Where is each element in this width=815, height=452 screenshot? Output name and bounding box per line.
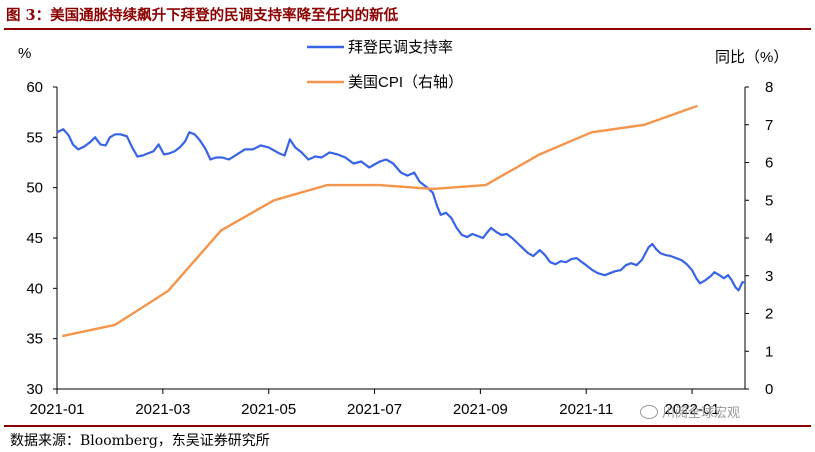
y-right-axis-label: 同比（%） bbox=[715, 49, 788, 66]
y-left-tick-label: 35 bbox=[26, 331, 43, 348]
y-right-tick-label: 3 bbox=[765, 268, 773, 285]
y-right-tick-label: 6 bbox=[765, 155, 773, 172]
y-left-tick-label: 40 bbox=[26, 280, 43, 297]
figure-title: 图 3：美国通胀持续飙升下拜登的民调支持率降至任内的新低 bbox=[6, 7, 399, 24]
x-tick-label: 2021-05 bbox=[241, 401, 296, 418]
y-left-tick-label: 50 bbox=[26, 180, 43, 197]
legend-label-cpi: 美国CPI（右轴） bbox=[348, 74, 463, 91]
x-tick-label: 2021-01 bbox=[29, 401, 84, 418]
y-left-axis-label: % bbox=[18, 45, 31, 62]
x-tick-label: 2021-09 bbox=[453, 401, 508, 418]
source-note: 数据来源：Bloomberg，东吴证券研究所 bbox=[10, 433, 270, 449]
y-left-tick-label: 55 bbox=[26, 129, 43, 146]
y-left-tick-label: 30 bbox=[26, 381, 43, 398]
y-right-tick-label: 0 bbox=[765, 381, 773, 398]
wechat-icon bbox=[640, 404, 658, 419]
watermark: 川阅全球宏观 bbox=[640, 402, 740, 421]
y-right-tick-label: 8 bbox=[765, 79, 773, 96]
legend-label-approval: 拜登民调支持率 bbox=[348, 39, 453, 56]
y-right-tick-label: 1 bbox=[765, 343, 773, 360]
y-left-tick-label: 45 bbox=[26, 230, 43, 247]
y-right-tick-label: 7 bbox=[765, 117, 773, 134]
y-right-tick-label: 5 bbox=[765, 192, 773, 209]
x-tick-label: 2021-11 bbox=[559, 401, 613, 418]
y-right-tick-label: 4 bbox=[765, 230, 773, 247]
y-left-tick-label: 60 bbox=[26, 79, 43, 96]
title-rule bbox=[4, 28, 811, 30]
bottom-rule bbox=[4, 425, 811, 427]
cpi-line bbox=[62, 104, 698, 338]
x-tick-label: 2021-07 bbox=[347, 401, 402, 418]
y-right-tick-label: 2 bbox=[765, 306, 773, 323]
x-tick-label: 2021-03 bbox=[135, 401, 190, 418]
approval-rating-line bbox=[56, 128, 745, 292]
x-tick-label: 2022-01 bbox=[665, 401, 720, 418]
watermark-text: 川阅全球宏观 bbox=[662, 406, 741, 421]
